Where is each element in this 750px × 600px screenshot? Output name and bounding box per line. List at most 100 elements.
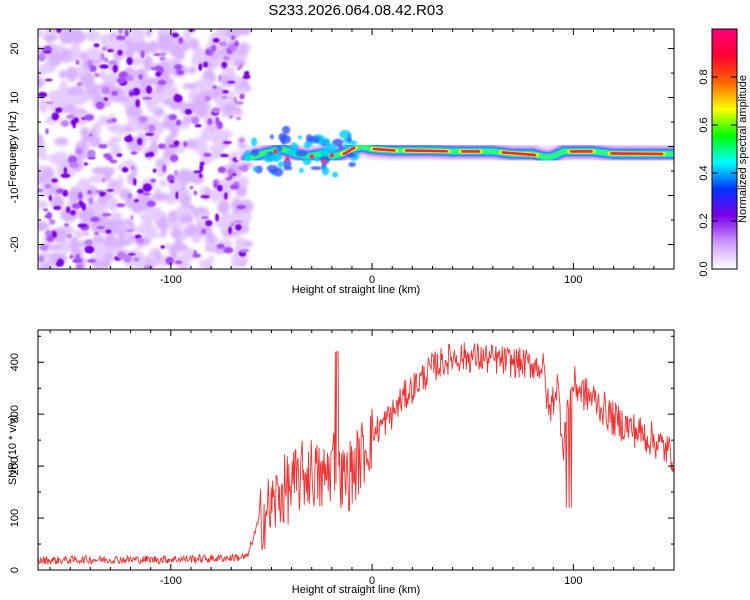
colorbar-tick-label: 0.6 (698, 117, 710, 132)
noise-haze-blob (161, 84, 179, 99)
noise-speckle (239, 93, 245, 100)
noise-speckle (61, 120, 69, 127)
noise-haze-blob (116, 219, 124, 227)
noise-haze-blob (50, 195, 65, 210)
noise-speckle (77, 223, 88, 228)
noise-speckle (130, 165, 135, 171)
noise-speckle (42, 50, 52, 54)
noise-haze-blob (59, 29, 75, 45)
noise-haze-blob (77, 177, 91, 194)
snr-xtick-label: -100 (160, 575, 182, 587)
noise-speckle (111, 90, 118, 96)
noise-speckle (236, 204, 247, 210)
noise-speckle (101, 46, 107, 51)
noise-speckle (159, 52, 167, 56)
noise-speckle (199, 161, 205, 166)
noise-haze-blob (80, 127, 89, 138)
noise-speckle (66, 233, 72, 239)
signal-hot-dot (309, 154, 314, 159)
noise-haze-blob (161, 98, 176, 106)
signal-halo-blob (332, 138, 344, 147)
signal-halo-blob (321, 166, 330, 176)
noise-speckle (68, 155, 78, 164)
noise-speckle (56, 29, 62, 33)
colorbar-tick-label: 0.0 (698, 261, 710, 276)
signal-halo-blob (310, 166, 322, 171)
noise-speckle (171, 32, 180, 38)
spectrogram-ytick-label: -10 (9, 188, 21, 204)
noise-speckle (193, 190, 198, 196)
noise-speckle (134, 198, 139, 203)
noise-haze-blob (38, 173, 49, 185)
noise-speckle (218, 41, 227, 46)
noise-speckle (44, 230, 53, 237)
noise-haze-blob (74, 229, 85, 239)
signal-halo-blob (270, 153, 282, 162)
noise-speckle (71, 203, 81, 209)
noise-speckle (216, 120, 223, 130)
noise-speckle (204, 48, 214, 56)
noise-haze-blob (154, 249, 161, 262)
snr-xtick-label: 0 (369, 575, 375, 587)
noise-speckle (44, 183, 52, 189)
snr-x-label: Height of straight line (km) (292, 584, 420, 596)
noise-speckle (221, 61, 227, 69)
noise-speckle (48, 194, 52, 202)
noise-speckle (56, 188, 65, 194)
noise-haze-blob (208, 255, 215, 263)
noise-speckle (88, 196, 94, 205)
noise-haze-blob (215, 129, 233, 140)
noise-speckle (228, 115, 234, 119)
colorbar-frame (711, 28, 738, 270)
noise-speckle (105, 229, 112, 234)
noise-speckle (57, 258, 65, 267)
noise-speckle (144, 132, 154, 136)
noise-haze-blob (146, 92, 164, 104)
noise-speckle (53, 205, 62, 210)
signal-hot-dot (285, 156, 290, 161)
noise-haze (38, 29, 254, 269)
noise-speckle (130, 151, 138, 155)
noise-haze-blob (65, 66, 79, 82)
noise-haze-blob (106, 197, 119, 211)
noise-speckle (220, 153, 229, 158)
noise-speckle (38, 255, 45, 262)
signal-halo-blob (297, 135, 303, 140)
noise-haze-blob (139, 220, 154, 235)
noise-haze-blob (204, 132, 217, 141)
noise-speckle (72, 122, 76, 129)
noise-speckle (38, 91, 48, 98)
noise-speckle (104, 57, 109, 63)
colorbar: 0.0 0.2 0.4 0.6 0.8 Normalized spectral ampl… (698, 28, 749, 277)
noise-speckle (118, 29, 123, 35)
noise-speckle (227, 80, 236, 84)
noise-speckle (205, 220, 213, 227)
noise-haze-blob (237, 176, 250, 188)
noise-speckle (117, 49, 123, 56)
figure-title: S233.2026.064.08.42.R03 (268, 2, 443, 19)
noise-speckle (204, 95, 212, 102)
noise-speckle (103, 97, 109, 101)
noise-speckle (64, 223, 69, 227)
noise-speckles (38, 29, 251, 269)
noise-speckle (87, 190, 92, 195)
noise-haze-blob (237, 136, 246, 148)
noise-speckle (199, 164, 204, 172)
noise-speckle (235, 223, 242, 231)
noise-haze-blob (67, 187, 82, 203)
noise-speckle (169, 180, 175, 184)
noise-haze-blob (182, 115, 195, 124)
noise-speckle (194, 124, 202, 128)
noise-speckle (84, 245, 95, 254)
noise-speckle (117, 251, 127, 260)
snr-xtick-label: 100 (564, 575, 582, 587)
signal-hot-red (405, 149, 448, 153)
noise-speckle (233, 97, 237, 103)
noise-haze-blob (157, 124, 164, 134)
noise-speckle (203, 152, 212, 158)
signal-halo-blob (266, 164, 278, 173)
signal-halo-blob (245, 153, 251, 162)
noise-speckle (69, 254, 74, 259)
noise-haze-blob (88, 175, 107, 184)
noise-speckle (38, 54, 46, 62)
